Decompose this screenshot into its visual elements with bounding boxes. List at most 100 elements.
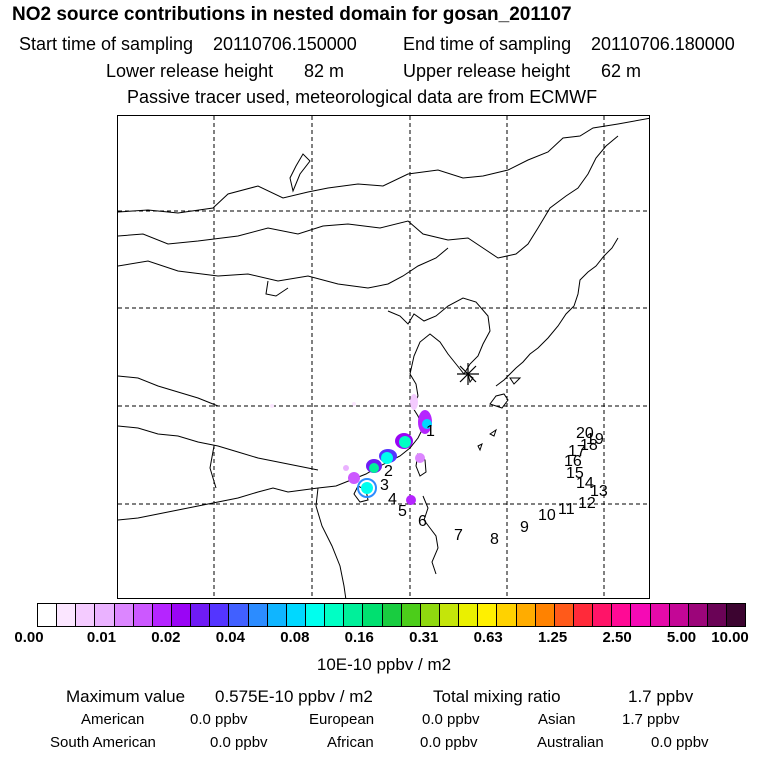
region-value: 0.0 ppbv [422,711,480,728]
day-label: 1 [426,423,435,440]
colorbar-tick-label: 0.31 [409,629,439,646]
day-label: 20 [576,425,594,442]
colorbar-segment [38,604,57,626]
colorbar-segment [75,604,95,626]
colorbar-tick-label: 5.00 [666,629,697,646]
colorbar-segment [611,604,631,626]
colorbar-segment [477,604,497,626]
colorbar-tick-label: 0.02 [151,629,181,646]
colorbar-segment [668,604,688,626]
day-label: 18 [580,437,598,454]
colorbar-segment [515,604,535,626]
coastlines [118,117,649,598]
colorbar-tick-label: 10.00 [711,629,749,646]
upper-height-label: Upper release height [403,61,571,81]
colorbar [37,603,746,627]
colorbar-segment [94,604,114,626]
day-label: 16 [564,453,582,470]
start-time-value: 20110706.150000 [213,34,357,54]
region-name: Asian [538,711,576,728]
colorbar-segment [419,604,439,626]
colorbar-segment [458,604,478,626]
colorbar-tick-label: 0.00 [14,629,44,646]
day-label: 13 [590,483,608,500]
colorbar-segment [687,604,707,626]
page-title: NO2 source contributions in nested domai… [12,4,572,25]
colorbar-segment [247,604,267,626]
colorbar-segment [592,604,612,626]
colorbar-segment [285,604,305,626]
day-label: 19 [586,431,604,448]
day-label: 9 [520,519,529,536]
colorbar-segment [324,604,344,626]
colorbar-tick-label: 2.50 [602,629,632,646]
colorbar-tick-label: 0.16 [344,629,374,646]
tracer-plume [270,394,432,505]
region-value: 0.0 ppbv [190,711,248,728]
day-label: 5 [398,503,407,520]
lower-height-value: 82 m [304,61,345,81]
colorbar-unit: 10E-10 ppbv / m2 [316,655,452,674]
colorbar-segment [209,604,229,626]
colorbar-tick-label: 0.04 [215,629,245,646]
day-label: 6 [418,513,427,530]
colorbar-segment [706,604,727,626]
colorbar-segment [400,604,420,626]
colorbar-segment [170,604,191,626]
colorbar-segment [381,604,401,626]
max-value: 0.575E-10 ppbv / m2 [215,687,373,706]
colorbar-segment [304,604,325,626]
colorbar-segment [438,604,459,626]
day-label: 10 [538,507,556,524]
region-value: 0.0 ppbv [420,734,478,751]
colorbar-tick-label: 1.25 [538,629,568,646]
map-panel: 1 2 3 4 5 6 7 8 9 10 11 12 13 14 15 16 17 18 19 20 [117,115,650,599]
day-label: 8 [490,531,499,548]
day-label: 15 [566,465,584,482]
colorbar-segment [572,604,593,626]
colorbar-segment [266,604,286,626]
day-label: 14 [576,475,594,492]
colorbar-segment [228,604,248,626]
colorbar-tick-label: 0.08 [280,629,310,646]
colorbar-segment [496,604,516,626]
colorbar-tick-label: 0.63 [473,629,503,646]
end-time-value: 20110706.180000 [591,34,735,54]
colorbar-segment [190,604,210,626]
colorbar-segment [132,604,152,626]
colorbar-segment [649,604,669,626]
lower-height-label: Lower release height [106,61,274,81]
colorbar-segment [343,604,363,626]
day-label: 12 [578,495,596,512]
day-label: 7 [454,527,463,544]
lat-lon-grid [118,116,649,598]
day-label: 4 [388,491,397,508]
region-name: Australian [537,734,604,751]
region-name: European [309,711,375,728]
region-name: American [81,711,145,728]
region-value: 0.0 ppbv [651,734,709,751]
colorbar-segment [113,604,133,626]
day-label: 11 [558,501,575,518]
colorbar-segment [534,604,554,626]
end-time-label: End time of sampling [403,34,572,54]
colorbar-tick-label: 0.01 [86,629,117,646]
day-label: 3 [380,477,389,494]
region-name: African [327,734,374,751]
region-value: 1.7 ppbv [622,711,680,728]
colorbar-segment [56,604,76,626]
total-mixing-label: Total mixing ratio [433,687,561,706]
day-label: 2 [384,463,393,480]
max-value-label: Maximum value [66,687,186,706]
region-name: South American [50,734,156,751]
start-time-label: Start time of sampling [19,34,194,54]
tracer-note: Passive tracer used, meteorological data… [127,87,598,107]
colorbar-segment [362,604,382,626]
upper-height-value: 62 m [601,61,642,81]
region-value: 0.0 ppbv [210,734,268,751]
receptor-marker [457,363,479,385]
colorbar-segment [630,604,650,626]
colorbar-segment [151,604,171,626]
